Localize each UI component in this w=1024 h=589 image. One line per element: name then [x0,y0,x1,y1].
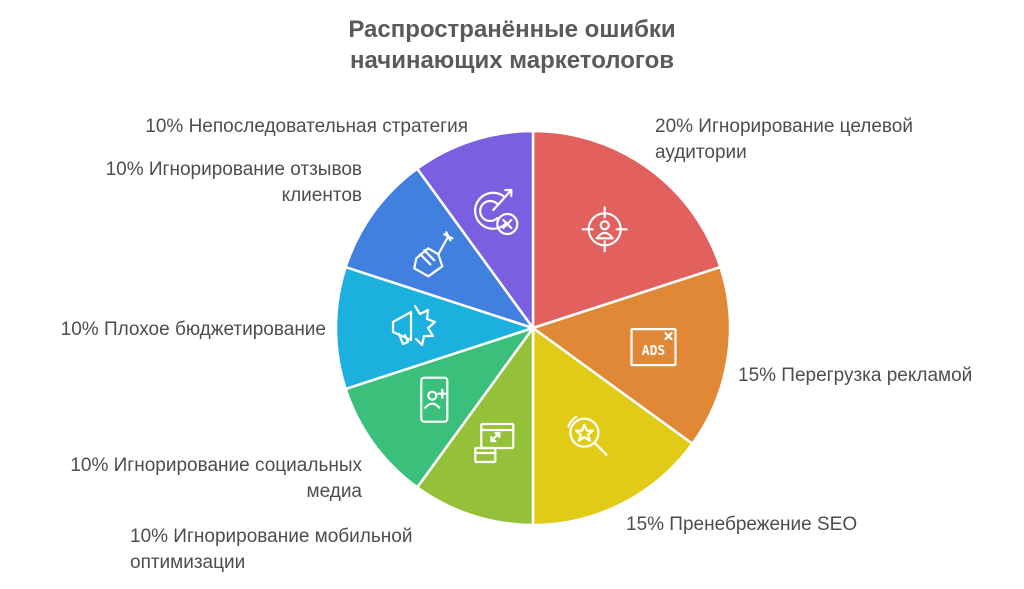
slice-label-line: 10% Игнорирование отзывов [105,159,362,180]
pie-slice [415,129,535,330]
slice-label-line: оптимизации [130,552,246,573]
slice-label-ad-overload: 15% Перегрузка рекламой [738,363,972,389]
slice-label-line: 20% Игнорирование целевой [655,116,913,137]
target-person-icon [581,206,628,253]
mobile-add-user-icon [420,376,449,423]
ads-window-icon: ADS [630,328,677,367]
pie-slice [334,265,535,391]
svg-text:ADS: ADS [642,344,666,359]
chart-title-line-1: Распространённые ошибки [348,16,676,43]
missed-target-icon [473,188,519,236]
chart-title: Распространённые ошибки начинающих марке… [0,14,1024,76]
slice-label-line: 15% Пренебрежение SEO [626,514,858,535]
slice-label-line: 10% Игнорирование социальных [70,455,362,476]
megaphone-icon [391,304,437,347]
pie-slice [344,167,535,330]
slice-label-seo: 15% Пренебрежение SEO [626,512,857,538]
chart-title-line-2: начинающих маркетологов [350,47,674,74]
slice-label-line: аудитории [655,142,747,163]
slice-label-target-audience: 20% Игнорирование целевой аудитории [655,114,913,166]
slice-label-strategy: 10% Непоследовательная стратегия [145,114,468,140]
slice-label-line: 10% Плохое бюджетирование [60,319,326,340]
slice-label-line: 15% Перегрузка рекламой [738,365,973,386]
pie-slice [531,326,694,527]
slice-label-mobile-optimization: 10% Игнорирование мобильной оптимизации [130,524,412,576]
search-star-icon [567,415,608,456]
slice-label-line: 10% Игнорирование мобильной [130,526,413,547]
slice-label-line: 10% Непоследовательная стратегия [145,116,468,137]
slice-label-customer-feedback: 10% Игнорирование отзывов клиентов [106,157,362,209]
slice-label-line: медиа [306,481,362,502]
slice-label-line: клиентов [281,185,362,206]
fist-fork-icon [413,231,454,278]
slice-label-budgeting: 10% Плохое бюджетирование [61,317,326,343]
pie-slice [415,326,535,527]
responsive-devices-icon [474,422,515,464]
slice-label-social-media: 10% Игнорирование социальных медиа [70,453,362,505]
